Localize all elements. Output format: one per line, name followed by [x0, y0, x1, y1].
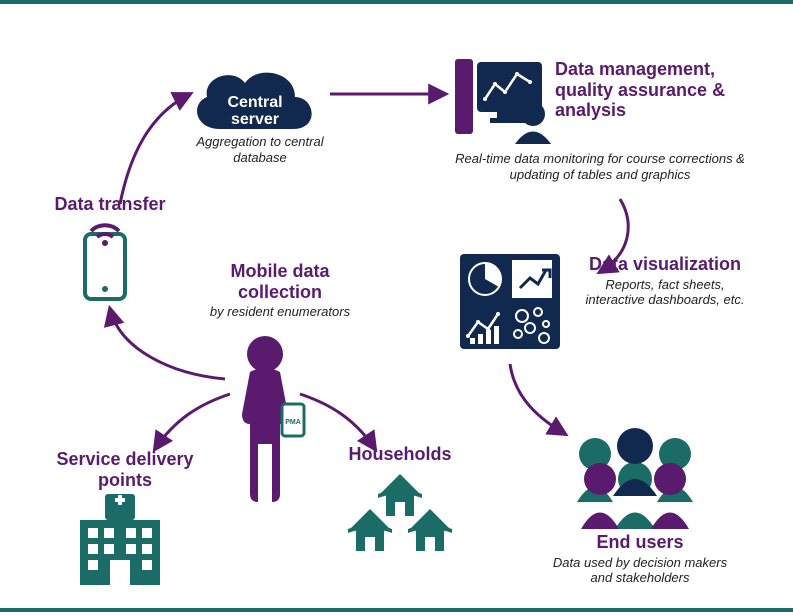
- dashboard-icon: [460, 254, 560, 349]
- data-viz-sub: Reports, fact sheets, interactive dashbo…: [575, 277, 755, 308]
- node-data-mgmt-sub: Real-time data monitoring for course cor…: [445, 149, 755, 182]
- svg-text:PMA: PMA: [285, 419, 301, 426]
- phone-wifi-icon: [85, 225, 125, 299]
- analytics-monitor-icon: [455, 59, 551, 144]
- enumerator-icon: PMA: [242, 336, 304, 502]
- svg-text:Central: Central: [227, 94, 282, 111]
- mobile-collection-title: Mobile data collection: [200, 261, 360, 302]
- end-users-sub: Data used by decision makers and stakeho…: [545, 555, 735, 586]
- node-data-viz: Data visualization Reports, fact sheets,…: [575, 254, 755, 308]
- mobile-collection-sub: by resident enumerators: [200, 304, 360, 320]
- sdp-title: Service delivery points: [45, 449, 205, 490]
- end-users-title: End users: [545, 532, 735, 553]
- data-viz-title: Data visualization: [575, 254, 755, 275]
- data-mgmt-title: Data management, quality assurance & ana…: [555, 59, 755, 121]
- node-households: Households: [330, 444, 470, 465]
- people-group-icon: [577, 428, 693, 529]
- svg-text:server: server: [231, 111, 279, 128]
- households-icon: [348, 474, 452, 551]
- node-mobile-collection: Mobile data collection by resident enume…: [200, 261, 360, 320]
- hospital-icon: [80, 494, 160, 585]
- data-transfer-title: Data transfer: [45, 194, 175, 215]
- node-end-users: End users Data used by decision makers a…: [545, 532, 735, 586]
- households-title: Households: [330, 444, 470, 465]
- central-server-sub: Aggregation to central database: [170, 134, 350, 165]
- data-mgmt-sub: Real-time data monitoring for course cor…: [445, 151, 755, 182]
- cloud-icon: Central server: [197, 73, 312, 129]
- node-data-transfer: Data transfer: [45, 194, 175, 215]
- node-data-mgmt: Data management, quality assurance & ana…: [555, 59, 755, 121]
- node-sdp: Service delivery points: [45, 449, 205, 490]
- node-central-server: Aggregation to central database: [170, 132, 350, 165]
